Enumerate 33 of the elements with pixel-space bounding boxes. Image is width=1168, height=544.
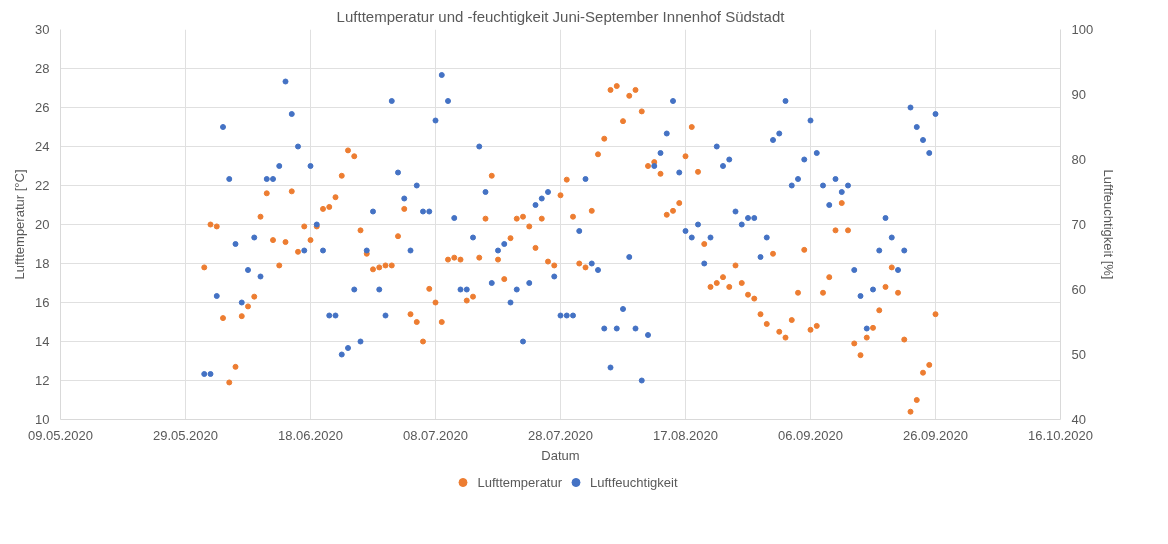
y-tick-label: 22 xyxy=(35,178,50,193)
y-tick-label: 12 xyxy=(35,373,50,388)
y2-tick-label: 60 xyxy=(1071,282,1086,297)
y2-axis-title: Luftfeuchtigkeit [%] xyxy=(1101,169,1117,280)
y-tick-label: 20 xyxy=(35,217,50,232)
y-tick-label: 16 xyxy=(35,295,50,310)
x-axis-title: Datum xyxy=(541,447,580,463)
x-tick-label: 09.05.2020 xyxy=(27,427,94,443)
x-tick-label: 29.05.2020 xyxy=(152,427,219,443)
y2-tick-label: 90 xyxy=(1071,87,1086,102)
y2-tick-label: 50 xyxy=(1071,347,1086,362)
x-tick-label: 18.06.2020 xyxy=(277,427,344,443)
y-tick-label: 24 xyxy=(35,139,50,154)
x-tick-label: 08.07.2020 xyxy=(402,427,469,443)
y-tick-label: 28 xyxy=(35,61,50,76)
x-tick-label: 28.07.2020 xyxy=(527,427,594,443)
y2-tick-label: 100 xyxy=(1071,22,1094,37)
y-tick-label: 14 xyxy=(35,334,50,349)
chart-title: Lufttemperatur und -feuchtigkeit Juni-September Innenhof Südstadt xyxy=(336,7,786,25)
legend-label: Luftfeuchtigkeit xyxy=(590,474,678,490)
y-tick-label: 18 xyxy=(35,256,50,271)
y-tick-label: 30 xyxy=(35,22,50,37)
x-tick-label: 26.09.2020 xyxy=(902,427,969,443)
legend-label: Lufttemperatur xyxy=(477,474,563,490)
y2-tick-label: 40 xyxy=(1071,412,1086,427)
y-tick-label: 10 xyxy=(35,412,50,427)
y2-tick-label: 70 xyxy=(1071,217,1086,232)
x-tick-label: 06.09.2020 xyxy=(777,427,844,443)
y2-tick-label: 80 xyxy=(1071,152,1086,167)
y-tick-label: 26 xyxy=(35,100,50,115)
x-tick-label: 16.10.2020 xyxy=(1027,427,1094,443)
x-tick-label: 17.08.2020 xyxy=(652,427,719,443)
y-axis-title: Lufttemperatur [°C] xyxy=(12,169,28,280)
